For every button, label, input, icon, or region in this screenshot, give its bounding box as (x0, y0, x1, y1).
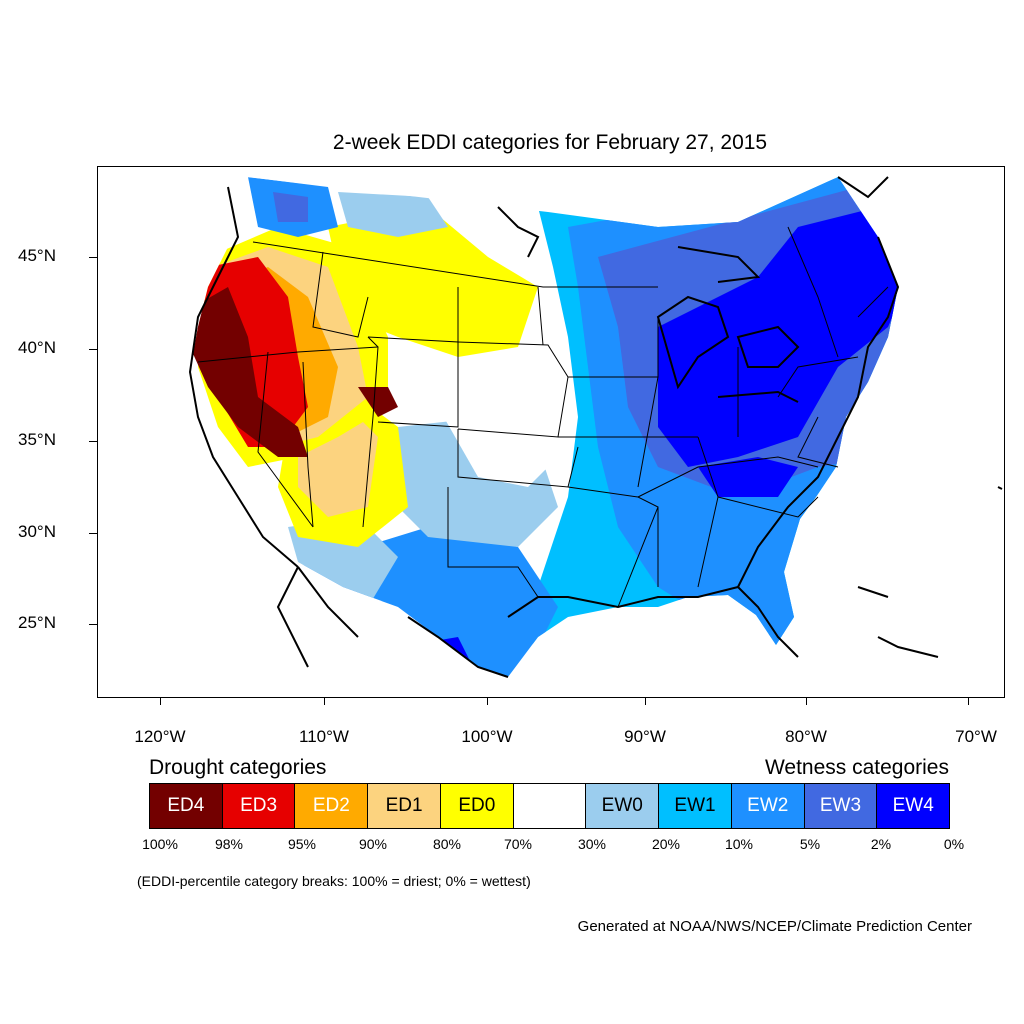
percentile-break-label: 70% (503, 836, 533, 852)
percentile-break-label: 100% (142, 836, 178, 852)
legend-category: ED1 (368, 784, 441, 828)
legend-category-label: EW0 (601, 795, 643, 816)
legend-category-label: EW4 (892, 795, 934, 816)
lat-label: 45°N (18, 246, 56, 265)
lon-label: 70°W (955, 727, 997, 746)
lon-label: 80°W (785, 727, 827, 746)
percentile-break-label: 5% (799, 836, 821, 852)
lon-label: 90°W (624, 727, 666, 746)
legend-category: EW0 (586, 784, 660, 828)
legend-category-label: ED4 (167, 795, 205, 816)
percentile-break-label: 90% (358, 836, 388, 852)
percentile-break-label: 30% (577, 836, 607, 852)
lat-tick (89, 349, 97, 350)
lat-label: 40°N (18, 338, 56, 357)
percentile-break-label: 98% (214, 836, 244, 852)
lat-tick (89, 257, 97, 258)
breaks-note: (EDDI-percentile category breaks: 100% =… (137, 873, 531, 889)
percentile-break-label: 2% (870, 836, 892, 852)
lat-tick (89, 441, 97, 442)
lat-label: 35°N (18, 430, 56, 449)
lon-tick (806, 697, 807, 705)
lon-tick (160, 697, 161, 705)
legend-category-label: ED3 (240, 795, 278, 816)
lat-label: 30°N (18, 522, 56, 541)
legend-category: ED3 (222, 784, 296, 828)
percentile-break-label: 10% (724, 836, 754, 852)
map-panel (97, 166, 1005, 698)
drought-heading: Drought categories (149, 756, 327, 779)
map-title: 2-week EDDI categories for February 27, … (332, 131, 768, 154)
legend-category-label: EW3 (819, 795, 862, 816)
lon-tick (324, 697, 325, 705)
legend-category-label: ED1 (385, 795, 423, 816)
legend-category: ED2 (295, 784, 369, 828)
legend-category (513, 784, 587, 828)
lon-label: 100°W (461, 727, 513, 746)
legend-category: EW4 (877, 784, 950, 828)
legend-category: ED4 (150, 784, 223, 828)
lon-tick (968, 697, 969, 705)
legend-category: EW3 (804, 784, 878, 828)
lat-tick (89, 624, 97, 625)
legend-category-label: EW1 (674, 795, 716, 816)
lon-tick (487, 697, 488, 705)
eddi-map (188, 176, 1003, 678)
percentile-break-label: 20% (651, 836, 681, 852)
coastlines (188, 176, 1003, 678)
lat-label: 25°N (18, 613, 56, 632)
wetness-heading: Wetness categories (764, 756, 949, 779)
percentile-break-label: 80% (432, 836, 462, 852)
legend-color-bar: ED4 ED3 ED2 ED1 ED0 EW0 EW1 EW2 EW3 EW4 (149, 783, 950, 829)
legend-category: EW2 (731, 784, 805, 828)
credit-line: Generated at NOAA/NWS/NCEP/Climate Predi… (577, 918, 972, 935)
percentile-break-label: 0% (943, 836, 965, 852)
legend-category-label: ED0 (458, 795, 496, 816)
state-boundaries (197, 226, 889, 608)
legend-category: EW1 (659, 784, 732, 828)
lon-label: 110°W (299, 727, 349, 746)
lat-tick (89, 533, 97, 534)
legend-category-label: ED2 (312, 795, 350, 816)
lon-tick (645, 697, 646, 705)
percentile-break-label: 95% (287, 836, 317, 852)
lon-label: 120°W (134, 727, 186, 746)
legend-category-label: EW2 (747, 795, 789, 816)
legend-category: ED0 (440, 784, 514, 828)
